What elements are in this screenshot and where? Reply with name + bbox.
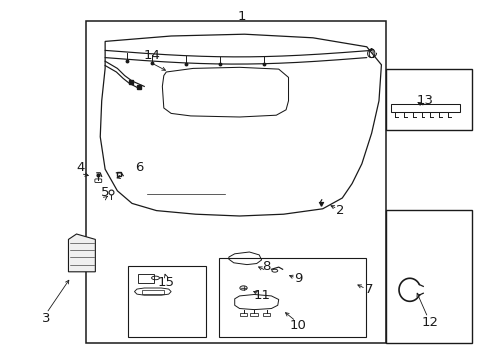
Bar [219, 258, 365, 337]
Text: 11: 11 [253, 289, 269, 302]
Bar [138, 274, 153, 283]
Text: 3: 3 [42, 312, 51, 325]
Bar [128, 266, 206, 337]
Text: 14: 14 [143, 49, 160, 62]
Text: 1: 1 [237, 10, 246, 23]
Bar [262, 313, 270, 316]
Text: 15: 15 [158, 276, 174, 289]
Text: 5: 5 [101, 186, 109, 199]
Polygon shape [100, 34, 381, 216]
Text: 13: 13 [416, 94, 433, 107]
Ellipse shape [239, 286, 246, 290]
Text: 8: 8 [262, 260, 270, 273]
Bar [386, 69, 471, 130]
Bar [250, 313, 258, 316]
Text: 2: 2 [335, 204, 344, 217]
Text: 7: 7 [364, 283, 373, 296]
Bar [386, 210, 471, 343]
Bar [390, 104, 459, 112]
Text: 4: 4 [76, 161, 85, 174]
Text: 6: 6 [135, 161, 143, 174]
Polygon shape [68, 234, 95, 272]
Text: 9: 9 [293, 273, 302, 285]
Bar [239, 313, 247, 316]
Bar [142, 290, 163, 294]
Text: 10: 10 [289, 319, 306, 332]
Bar [146, 182, 224, 205]
Text: 12: 12 [421, 316, 438, 329]
Bar [85, 21, 386, 343]
